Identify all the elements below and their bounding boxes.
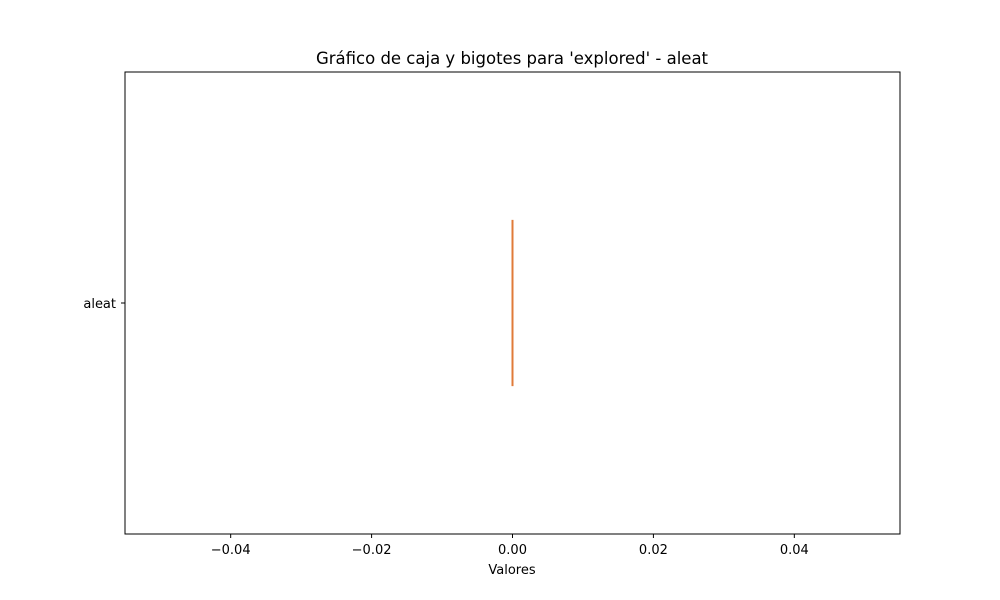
x-tick-label: 0.02 xyxy=(639,543,668,558)
x-tick-label: 0.00 xyxy=(498,543,527,558)
x-tick-label: 0.04 xyxy=(780,543,809,558)
chart-title: Gráfico de caja y bigotes para 'explored… xyxy=(316,49,709,68)
x-axis-label: Valores xyxy=(488,563,535,578)
y-axis-ticks: aleat xyxy=(83,297,125,312)
x-tick-label: −0.04 xyxy=(211,543,251,558)
y-tick-label: aleat xyxy=(83,297,116,312)
x-tick-label: −0.02 xyxy=(352,543,392,558)
x-axis-ticks: −0.04 −0.02 0.00 0.02 0.04 xyxy=(211,534,809,558)
